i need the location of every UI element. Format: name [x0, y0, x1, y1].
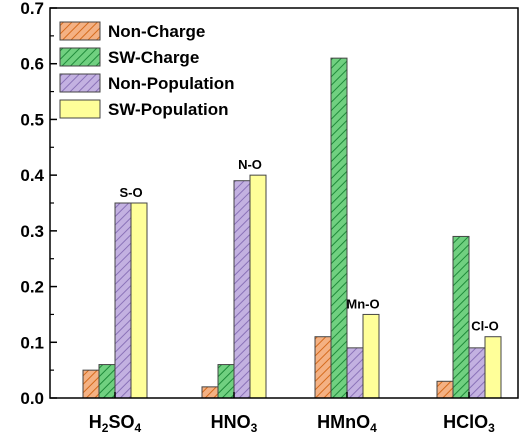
legend-swatch-non-population — [59, 73, 101, 93]
legend-swatch-sw-population — [59, 99, 101, 119]
bar-non-charge-h2so4 — [82, 369, 100, 399]
legend-label-non-charge: Non-Charge — [108, 22, 205, 41]
bar-sw-population-hclo3 — [484, 336, 502, 399]
y-tick-label: 0.6 — [20, 55, 44, 74]
y-tick-label: 0.0 — [20, 389, 44, 408]
legend-label-sw-charge: SW-Charge — [108, 48, 199, 67]
bar-sw-charge-hno3 — [217, 364, 235, 399]
y-tick-label: 0.3 — [20, 222, 44, 241]
bar-sw-charge-hmno4 — [330, 57, 348, 399]
x-tick-label-hmno4: HMnO4 — [317, 412, 377, 435]
bar-non-population-hmno4 — [346, 347, 364, 399]
bar-sw-population-hno3 — [249, 174, 267, 399]
y-tick-label: 0.2 — [20, 278, 44, 297]
bar-non-population-hclo3 — [468, 347, 486, 399]
bars-layer — [82, 57, 502, 399]
bar-non-population-h2so4 — [114, 202, 132, 399]
bar-non-charge-hmno4 — [314, 336, 332, 399]
bar-sw-population-h2so4 — [130, 202, 148, 399]
legend-label-non-population: Non-Population — [108, 74, 235, 93]
bar-non-population-hno3 — [233, 180, 251, 399]
bar-non-charge-hno3 — [201, 386, 219, 399]
y-tick-label: 0.5 — [20, 110, 44, 129]
legend-swatch-sw-charge — [59, 47, 101, 67]
annotations-layer: S-O N-O Mn-O Cl-O — [119, 157, 498, 334]
legend-swatch-non-charge — [59, 21, 101, 41]
y-tick-label: 0.1 — [20, 333, 44, 352]
bar-sw-population-hmno4 — [362, 313, 380, 399]
axes-layer: 0.0 0.1 0.2 0.3 0.4 0.5 0.6 0.7 H2SO4 HNO3 HMnO4 HC… — [20, 0, 519, 435]
bar-non-charge-hclo3 — [436, 380, 454, 399]
annotation-h2so4: S-O — [119, 185, 142, 200]
bar-sw-charge-hclo3 — [452, 235, 470, 399]
x-tick-label-hno3: HNO3 — [211, 412, 258, 435]
legend-label-sw-population: SW-Population — [108, 100, 229, 119]
legend: Non-Charge SW-Charge Non-Population SW-Popu… — [59, 21, 235, 119]
annotation-hclo3: Cl-O — [471, 319, 498, 334]
annotation-hmno4: Mn-O — [346, 296, 379, 311]
x-tick-label-hclo3: HClO3 — [443, 412, 495, 435]
x-tick-label-h2so4: H2SO4 — [89, 412, 142, 435]
y-tick-label: 0.4 — [20, 166, 44, 185]
y-tick-label: 0.7 — [20, 0, 44, 18]
bar-sw-charge-h2so4 — [98, 364, 116, 399]
annotation-hno3: N-O — [238, 157, 262, 172]
